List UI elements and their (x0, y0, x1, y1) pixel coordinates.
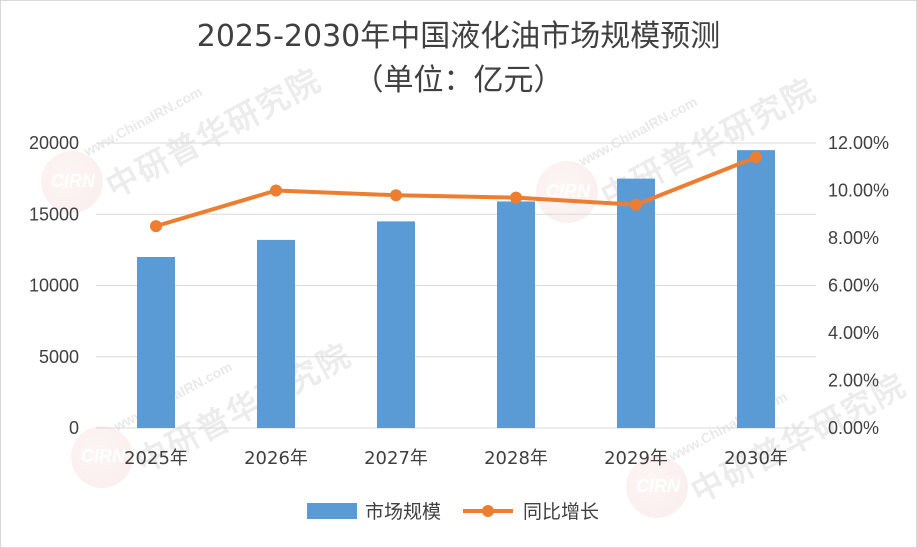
y-right-tick-label: 10.00% (828, 181, 889, 201)
y-right-tick-label: 8.00% (828, 228, 879, 248)
bar (497, 201, 535, 428)
y-right-tick-label: 6.00% (828, 276, 879, 296)
series-line (155, 155, 757, 229)
line-point (630, 198, 642, 211)
legend-bar-label: 市场规模 (365, 501, 441, 523)
bar (377, 221, 415, 428)
line-point (270, 184, 282, 197)
bar (617, 178, 655, 428)
bar (137, 257, 175, 428)
y-left-tick-label: 5000 (39, 347, 79, 367)
y-left-tick-label: 15000 (29, 204, 79, 224)
x-tick-label: 2026年 (244, 448, 308, 469)
y-right-tick-label: 12.00% (828, 133, 889, 153)
y-left-tick-label: 10000 (29, 276, 79, 296)
legend-bar-swatch (307, 503, 357, 519)
line-point (390, 189, 402, 202)
line-point (750, 151, 762, 164)
chart-title: 2025-2030年中国液化油市场规模预测 (196, 19, 721, 54)
bar (737, 150, 775, 428)
x-tick-label: 2028年 (484, 448, 548, 469)
x-tick-label: 2030年 (724, 448, 788, 469)
x-tick-label: 2027年 (364, 448, 428, 469)
y-left-tick-label: 20000 (29, 133, 79, 153)
legend-line-label: 同比增长 (523, 501, 599, 523)
y-right-tick-label: 4.00% (828, 323, 879, 343)
line-point (510, 191, 522, 204)
x-tick-label: 2025年 (124, 448, 188, 469)
chart-title-block: 2025-2030年中国液化油市场规模预测 （单位：亿元） (1, 15, 916, 103)
bar (257, 239, 295, 428)
line-point (150, 220, 162, 233)
y-right-tick-label: 0.00% (828, 418, 879, 438)
x-tick-label: 2029年 (604, 448, 668, 469)
chart-subtitle: （单位：亿元） (353, 63, 564, 98)
y-right-tick-label: 2.00% (828, 371, 879, 391)
y-left-tick-label: 0 (69, 418, 79, 438)
legend-line-marker (482, 505, 494, 517)
